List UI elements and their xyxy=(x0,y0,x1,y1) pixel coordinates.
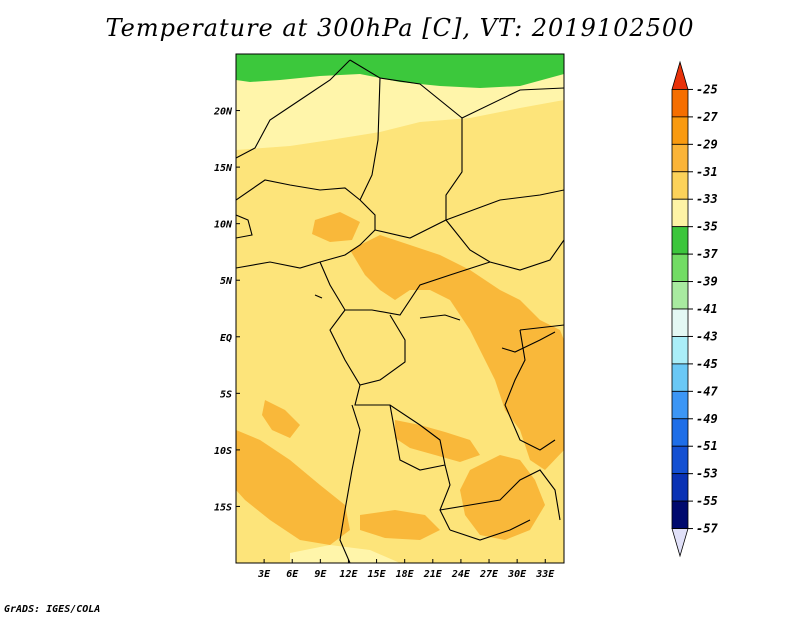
colorbar-label: -31 xyxy=(696,165,718,179)
colorbar-label: -43 xyxy=(696,329,718,343)
band-31-area-west xyxy=(262,400,300,438)
band-31-area-south xyxy=(395,420,480,462)
colorbar-segment xyxy=(671,363,689,392)
latitude-axis: 20N 15N 10N 5N EQ 5S 10S 15S xyxy=(213,107,240,513)
colorbar-segment xyxy=(671,89,689,118)
colorbar-segment xyxy=(671,226,689,255)
map-frame xyxy=(235,53,565,564)
colorbar-label: -39 xyxy=(696,275,718,289)
colorbar-label: -27 xyxy=(696,110,718,124)
colorbar-segment xyxy=(671,390,689,420)
lon-tick-label: 24E xyxy=(451,569,471,580)
colorbar-segment xyxy=(671,445,689,475)
lon-tick-label: 6E xyxy=(286,569,299,580)
lon-tick-label: 30E xyxy=(507,569,527,580)
band-31-area-lake xyxy=(360,510,440,540)
chart-title: Temperature at 300hPa [C], VT: 201910250… xyxy=(105,14,695,42)
colorbar-segment xyxy=(671,171,689,200)
lon-tick-label: 12E xyxy=(339,569,358,580)
lat-tick-label: 10N xyxy=(214,220,233,231)
colorbar-label: -57 xyxy=(696,522,718,536)
colorbar-label: -41 xyxy=(696,302,718,316)
colorbar-segment xyxy=(671,500,689,529)
colorbar-segment xyxy=(671,116,689,145)
grads-credit: GrADS: IGES/COLA xyxy=(4,604,101,615)
country-borders xyxy=(236,59,564,563)
lat-tick-label: 15S xyxy=(214,502,232,513)
colorbar-label: -35 xyxy=(696,220,718,234)
lon-tick-label: 3E xyxy=(257,569,271,580)
lat-tick-label: 15N xyxy=(214,163,233,174)
lat-tick-label: 20N xyxy=(213,107,233,118)
colorbar-label: -25 xyxy=(696,82,718,96)
colorbar-segment xyxy=(671,253,689,282)
colorbar-label: -29 xyxy=(696,137,718,151)
colorbar-label: -37 xyxy=(696,247,718,261)
lon-tick-label: 15E xyxy=(368,569,387,580)
colorbar-segment xyxy=(671,281,689,310)
colorbar-segment xyxy=(671,198,689,228)
longitude-axis: 3E 6E 9E 12E 15E 18E 21E 24E 27E 30E 33E xyxy=(257,559,555,580)
colorbar-segment xyxy=(671,308,689,337)
colorbar-label: -47 xyxy=(696,384,718,398)
temperature-field xyxy=(236,54,564,563)
colorbar-segment xyxy=(671,528,689,558)
colorbar-label: -33 xyxy=(696,192,718,206)
colorbar-segment xyxy=(671,473,689,502)
colorbar-label: -51 xyxy=(696,439,718,453)
colorbar-segment xyxy=(671,60,689,90)
lon-tick-label: 21E xyxy=(423,569,443,580)
lon-tick-label: 27E xyxy=(479,569,499,580)
band-37-area xyxy=(236,54,564,88)
colorbar-label: -55 xyxy=(696,494,718,508)
colorbar-label: -53 xyxy=(696,467,718,481)
colorbar: -25 -27 -29 -31 -33 -35 -37 -39 -41 -43 -45 -47 -49 -… xyxy=(671,60,718,558)
lat-tick-label: 10S xyxy=(214,446,232,457)
band-31-area-center xyxy=(350,235,564,470)
colorbar-segment xyxy=(671,418,689,447)
band-31-area-north xyxy=(312,212,360,242)
colorbar-label: -49 xyxy=(696,412,718,426)
band-31-area-southwest xyxy=(236,430,350,545)
lat-tick-label: EQ xyxy=(220,333,232,344)
lon-tick-label: 9E xyxy=(314,569,327,580)
lat-tick-label: 5S xyxy=(220,389,232,400)
lat-tick-label: 5N xyxy=(220,276,233,287)
colorbar-segment xyxy=(671,143,689,173)
band-35-area-south xyxy=(290,545,400,563)
lon-tick-label: 33E xyxy=(535,569,555,580)
colorbar-segment xyxy=(671,336,689,365)
colorbar-label: -45 xyxy=(696,357,718,371)
lon-tick-label: 18E xyxy=(396,569,415,580)
